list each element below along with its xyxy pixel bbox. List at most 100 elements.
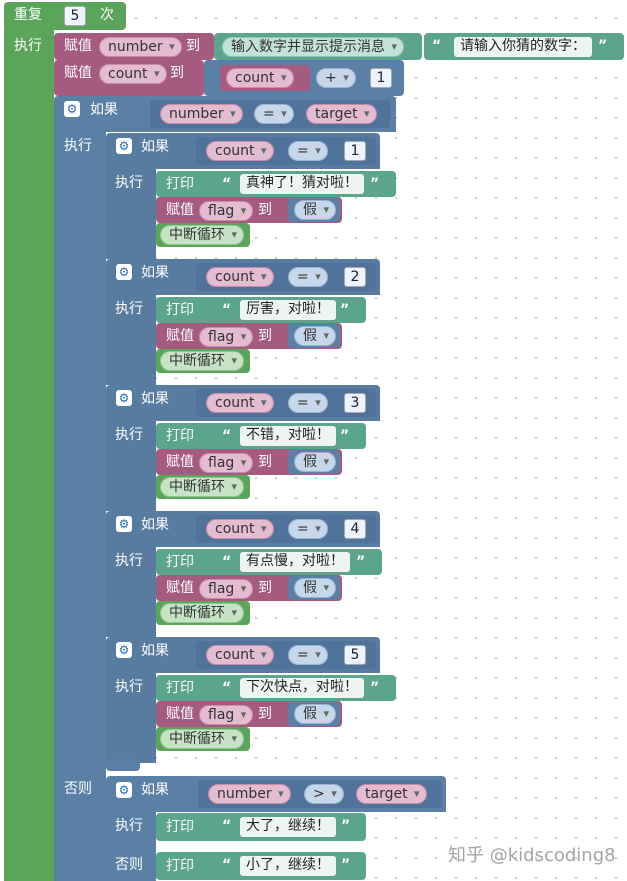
open-quote-icon: “	[222, 428, 232, 444]
break-dropdown[interactable]: 中断循环	[160, 225, 244, 245]
false-value-dropdown[interactable]: 假	[294, 326, 336, 346]
gear-icon[interactable]: ⚙	[116, 642, 132, 658]
set-label: 赋值	[64, 65, 92, 81]
number-compare-left[interactable]: number	[208, 784, 291, 804]
set-label: 赋值	[166, 580, 194, 596]
gear-icon[interactable]: ⚙	[116, 390, 132, 406]
open-quote-icon: “	[222, 818, 232, 834]
print-message[interactable]: 厉害，对啦！	[240, 300, 336, 320]
inner-do-label: 执行	[115, 301, 143, 317]
print-message[interactable]: 大了，继续！	[240, 817, 336, 837]
repeat-count-field[interactable]: 5	[64, 6, 86, 26]
watermark: 知乎 @kidscoding8	[448, 845, 616, 866]
count-variable-dropdown[interactable]: count	[99, 64, 167, 84]
increment-value[interactable]: 1	[370, 68, 392, 88]
target-compare-right[interactable]: target	[356, 784, 427, 804]
count-compare-value[interactable]: 4	[344, 519, 366, 539]
break-dropdown[interactable]: 中断循环	[160, 729, 244, 749]
equals-operator-dropdown[interactable]: =	[254, 104, 294, 124]
count-compare-value[interactable]: 1	[344, 141, 366, 161]
count-compare-left[interactable]: count	[206, 393, 274, 413]
count-getter-dropdown[interactable]: count	[226, 68, 294, 88]
prompt-text[interactable]: 请输入你猜的数字：	[454, 37, 592, 57]
gear-icon[interactable]: ⚙	[116, 516, 132, 532]
print-label: 打印	[166, 554, 194, 570]
times-label: 次	[100, 7, 114, 23]
equals-operator-dropdown[interactable]: =	[288, 141, 328, 161]
open-quote-icon: “	[222, 857, 232, 873]
count-compare-value[interactable]: 3	[344, 393, 366, 413]
print-message[interactable]: 真神了！猜对啦！	[240, 174, 364, 194]
inner-if-spine	[106, 543, 156, 637]
break-dropdown[interactable]: 中断循环	[160, 477, 244, 497]
count-compare-left[interactable]: count	[206, 141, 274, 161]
if-label: 如果	[141, 782, 169, 798]
flag-variable-dropdown[interactable]: flag	[199, 579, 254, 599]
print-message[interactable]: 小了，继续！	[240, 856, 336, 876]
print-label: 打印	[166, 819, 194, 835]
to-label: 到	[258, 580, 272, 596]
count-compare-value[interactable]: 2	[344, 267, 366, 287]
if-label: 如果	[141, 139, 169, 155]
print-label: 打印	[166, 176, 194, 192]
count-compare-value[interactable]: 5	[344, 645, 366, 665]
print-message[interactable]: 有点慢，对啦！	[240, 552, 350, 572]
close-quote-icon: ”	[340, 428, 350, 444]
count-compare-left[interactable]: count	[206, 267, 274, 287]
set-label: 赋值	[166, 706, 194, 722]
equals-operator-dropdown[interactable]: =	[288, 519, 328, 539]
set-label: 赋值	[166, 454, 194, 470]
to-label: 到	[186, 38, 200, 54]
print-label: 打印	[166, 858, 194, 874]
count-compare-left[interactable]: count	[206, 519, 274, 539]
close-quote-icon: ”	[356, 554, 366, 570]
gear-icon[interactable]: ⚙	[116, 782, 132, 798]
print-message[interactable]: 下次快点，对啦！	[240, 678, 364, 698]
outer-if-spine	[54, 128, 106, 881]
open-quote-icon: “	[222, 554, 232, 570]
inner-if-spine	[106, 417, 156, 511]
else-label: 否则	[64, 781, 92, 797]
print-message[interactable]: 不错，对啦！	[240, 426, 336, 446]
number-variable-dropdown[interactable]: number	[99, 37, 182, 57]
number-compare-left[interactable]: number	[160, 104, 243, 124]
input-function-dropdown[interactable]: 输入数字并显示提示消息	[222, 37, 404, 57]
to-label: 到	[258, 706, 272, 722]
gear-icon[interactable]: ⚙	[64, 101, 80, 117]
to-label: 到	[258, 328, 272, 344]
flag-variable-dropdown[interactable]: flag	[199, 201, 254, 221]
print-label: 打印	[166, 302, 194, 318]
to-label: 到	[258, 454, 272, 470]
inner-do-label: 执行	[115, 175, 143, 191]
close-quote-icon: ”	[340, 302, 350, 318]
equals-operator-dropdown[interactable]: =	[288, 393, 328, 413]
close-quote-icon: ”	[598, 38, 608, 54]
else-if-spine	[106, 808, 156, 881]
break-dropdown[interactable]: 中断循环	[160, 603, 244, 623]
repeat-label: 重复	[14, 7, 42, 23]
false-value-dropdown[interactable]: 假	[294, 704, 336, 724]
target-compare-right[interactable]: target	[306, 104, 377, 124]
if-label: 如果	[141, 265, 169, 281]
break-dropdown[interactable]: 中断循环	[160, 351, 244, 371]
flag-variable-dropdown[interactable]: flag	[199, 453, 254, 473]
false-value-dropdown[interactable]: 假	[294, 452, 336, 472]
to-label: 到	[258, 202, 272, 218]
flag-variable-dropdown[interactable]: flag	[199, 705, 254, 725]
add-operator-dropdown[interactable]: +	[316, 68, 356, 88]
inner-if-spine	[106, 165, 156, 259]
set-label: 赋值	[166, 202, 194, 218]
gear-icon[interactable]: ⚙	[116, 264, 132, 280]
if-label: 如果	[90, 102, 118, 118]
close-quote-icon: ”	[341, 818, 351, 834]
flag-variable-dropdown[interactable]: flag	[199, 327, 254, 347]
inner-do-label: 执行	[115, 679, 143, 695]
count-compare-left[interactable]: count	[206, 645, 274, 665]
greater-operator-dropdown[interactable]: >	[304, 784, 344, 804]
equals-operator-dropdown[interactable]: =	[288, 267, 328, 287]
equals-operator-dropdown[interactable]: =	[288, 645, 328, 665]
false-value-dropdown[interactable]: 假	[294, 578, 336, 598]
gear-icon[interactable]: ⚙	[116, 138, 132, 154]
false-value-dropdown[interactable]: 假	[294, 200, 336, 220]
inner-do-label: 执行	[115, 553, 143, 569]
